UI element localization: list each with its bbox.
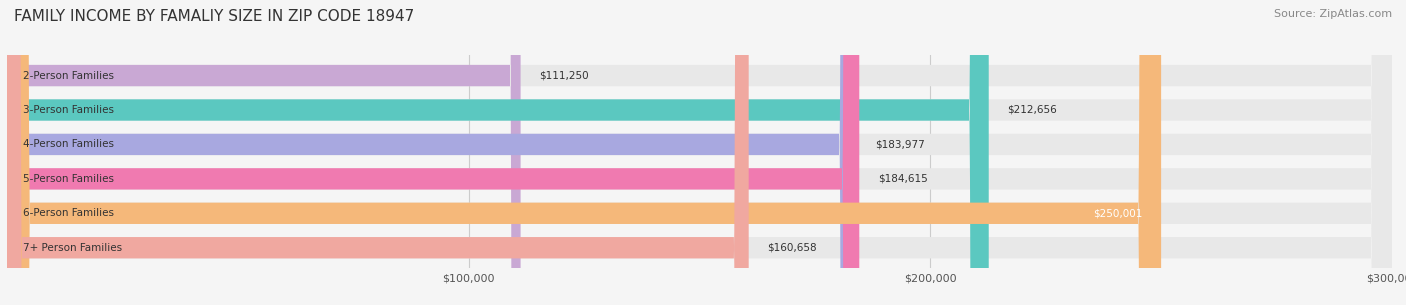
- FancyBboxPatch shape: [7, 0, 1392, 305]
- FancyBboxPatch shape: [7, 0, 859, 305]
- Text: 4-Person Families: 4-Person Families: [22, 139, 114, 149]
- Text: $183,977: $183,977: [875, 139, 925, 149]
- Text: 6-Person Families: 6-Person Families: [22, 208, 114, 218]
- Text: $160,658: $160,658: [768, 243, 817, 253]
- Text: $250,001: $250,001: [1094, 208, 1143, 218]
- Text: $184,615: $184,615: [877, 174, 928, 184]
- Text: 7+ Person Families: 7+ Person Families: [22, 243, 122, 253]
- Text: $212,656: $212,656: [1007, 105, 1057, 115]
- FancyBboxPatch shape: [7, 0, 520, 305]
- FancyBboxPatch shape: [7, 0, 1392, 305]
- Text: $111,250: $111,250: [538, 70, 589, 81]
- FancyBboxPatch shape: [7, 0, 1392, 305]
- FancyBboxPatch shape: [7, 0, 1392, 305]
- FancyBboxPatch shape: [7, 0, 856, 305]
- FancyBboxPatch shape: [7, 0, 1161, 305]
- Text: FAMILY INCOME BY FAMALIY SIZE IN ZIP CODE 18947: FAMILY INCOME BY FAMALIY SIZE IN ZIP COD…: [14, 9, 415, 24]
- Text: 2-Person Families: 2-Person Families: [22, 70, 114, 81]
- FancyBboxPatch shape: [7, 0, 748, 305]
- Text: 5-Person Families: 5-Person Families: [22, 174, 114, 184]
- Text: Source: ZipAtlas.com: Source: ZipAtlas.com: [1274, 9, 1392, 19]
- FancyBboxPatch shape: [7, 0, 1392, 305]
- FancyBboxPatch shape: [7, 0, 988, 305]
- Text: 3-Person Families: 3-Person Families: [22, 105, 114, 115]
- FancyBboxPatch shape: [7, 0, 1392, 305]
